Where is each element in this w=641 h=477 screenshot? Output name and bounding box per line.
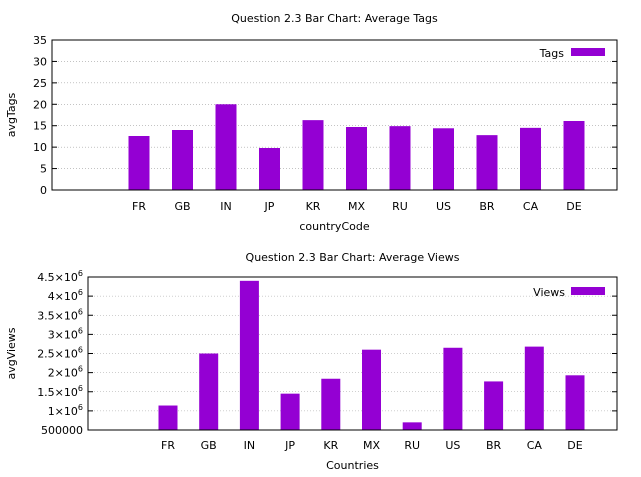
bar-gb <box>172 130 193 190</box>
y-tick-label: 4.5×106 <box>37 269 83 284</box>
plot-frame <box>87 276 618 431</box>
x-tick-label: GB <box>174 200 190 213</box>
chart-title: Question 2.3 Bar Chart: Average Tags <box>231 12 438 25</box>
y-tick-label: 20 <box>33 98 47 111</box>
bar-jp <box>259 148 280 190</box>
x-tick-label: DE <box>566 200 581 213</box>
x-axis-label: countryCode <box>299 220 369 233</box>
bar-us <box>443 347 463 430</box>
bar-fr <box>158 405 178 430</box>
bar-kr <box>321 378 341 430</box>
x-tick-label: FR <box>132 200 146 213</box>
x-tick-label: IN <box>244 439 255 452</box>
x-tick-label: BR <box>486 439 502 452</box>
x-axis-label: Countries <box>326 459 379 472</box>
bar-fr <box>128 136 150 190</box>
x-tick-label: DE <box>567 439 582 452</box>
bar-de <box>563 121 585 190</box>
bar-br <box>484 381 504 430</box>
x-tick-label: JP <box>264 200 275 213</box>
x-tick-label: KR <box>306 200 321 213</box>
bar-ca <box>524 346 544 430</box>
x-tick-label: CA <box>523 200 539 213</box>
bar-kr <box>302 120 324 190</box>
x-tick-label: KR <box>323 439 338 452</box>
bar-ca <box>520 127 541 190</box>
y-axis-label: avgTags <box>5 92 18 137</box>
y-tick-label: 4×106 <box>48 288 83 303</box>
x-tick-label: US <box>445 439 460 452</box>
bar-mx <box>362 349 381 430</box>
bar-ru <box>402 422 422 430</box>
x-tick-label: GB <box>201 439 217 452</box>
average-views-chart: Question 2.3 Bar Chart: Average Views 500… <box>5 251 618 472</box>
y-tick-label: 3.5×106 <box>37 307 83 322</box>
bar-us <box>433 128 454 190</box>
average-tags-chart: Question 2.3 Bar Chart: Average Tags 0 5 10… <box>5 12 618 233</box>
legend-swatch <box>571 287 605 295</box>
y-tick-label: 10 <box>33 141 47 154</box>
bar-ru <box>389 126 411 190</box>
chart-title: Question 2.3 Bar Chart: Average Views <box>246 251 460 264</box>
bar-in <box>215 104 237 190</box>
y-tick-label: 5 <box>40 163 47 176</box>
x-tick-label: MX <box>348 200 365 213</box>
y-tick-label: 25 <box>33 77 47 90</box>
x-tick-label: RU <box>392 200 408 213</box>
y-tick-label: 35 <box>33 34 47 47</box>
plot-frame <box>51 39 618 191</box>
x-tick-label: FR <box>161 439 175 452</box>
bar-gb <box>199 353 219 430</box>
y-tick-label: 0 <box>40 184 47 197</box>
x-tick-label: RU <box>404 439 420 452</box>
x-tick-label: BR <box>479 200 495 213</box>
x-tick-label: MX <box>363 439 380 452</box>
x-tick-label: CA <box>527 439 543 452</box>
legend-label: Views <box>533 286 565 299</box>
bar-in <box>239 280 259 430</box>
y-tick-label: 500000 <box>41 424 83 437</box>
y-tick-label: 3×106 <box>48 326 83 341</box>
y-tick-label: 15 <box>33 120 47 133</box>
x-tick-label: JP <box>284 439 295 452</box>
y-tick-label: 1×106 <box>48 403 83 418</box>
bar-br <box>476 135 498 190</box>
y-tick-label: 1.5×106 <box>37 384 83 399</box>
x-tick-label: IN <box>220 200 231 213</box>
bar-mx <box>346 127 367 190</box>
legend-swatch <box>571 48 605 56</box>
x-tick-label: US <box>436 200 451 213</box>
legend-label: Tags <box>539 47 565 60</box>
y-axis-label: avgViews <box>5 327 18 379</box>
bar-de <box>565 375 585 430</box>
y-tick-label: 2×106 <box>48 365 83 380</box>
y-tick-label: 30 <box>33 55 47 68</box>
y-tick-label: 2.5×106 <box>37 346 83 361</box>
bar-jp <box>280 393 300 430</box>
